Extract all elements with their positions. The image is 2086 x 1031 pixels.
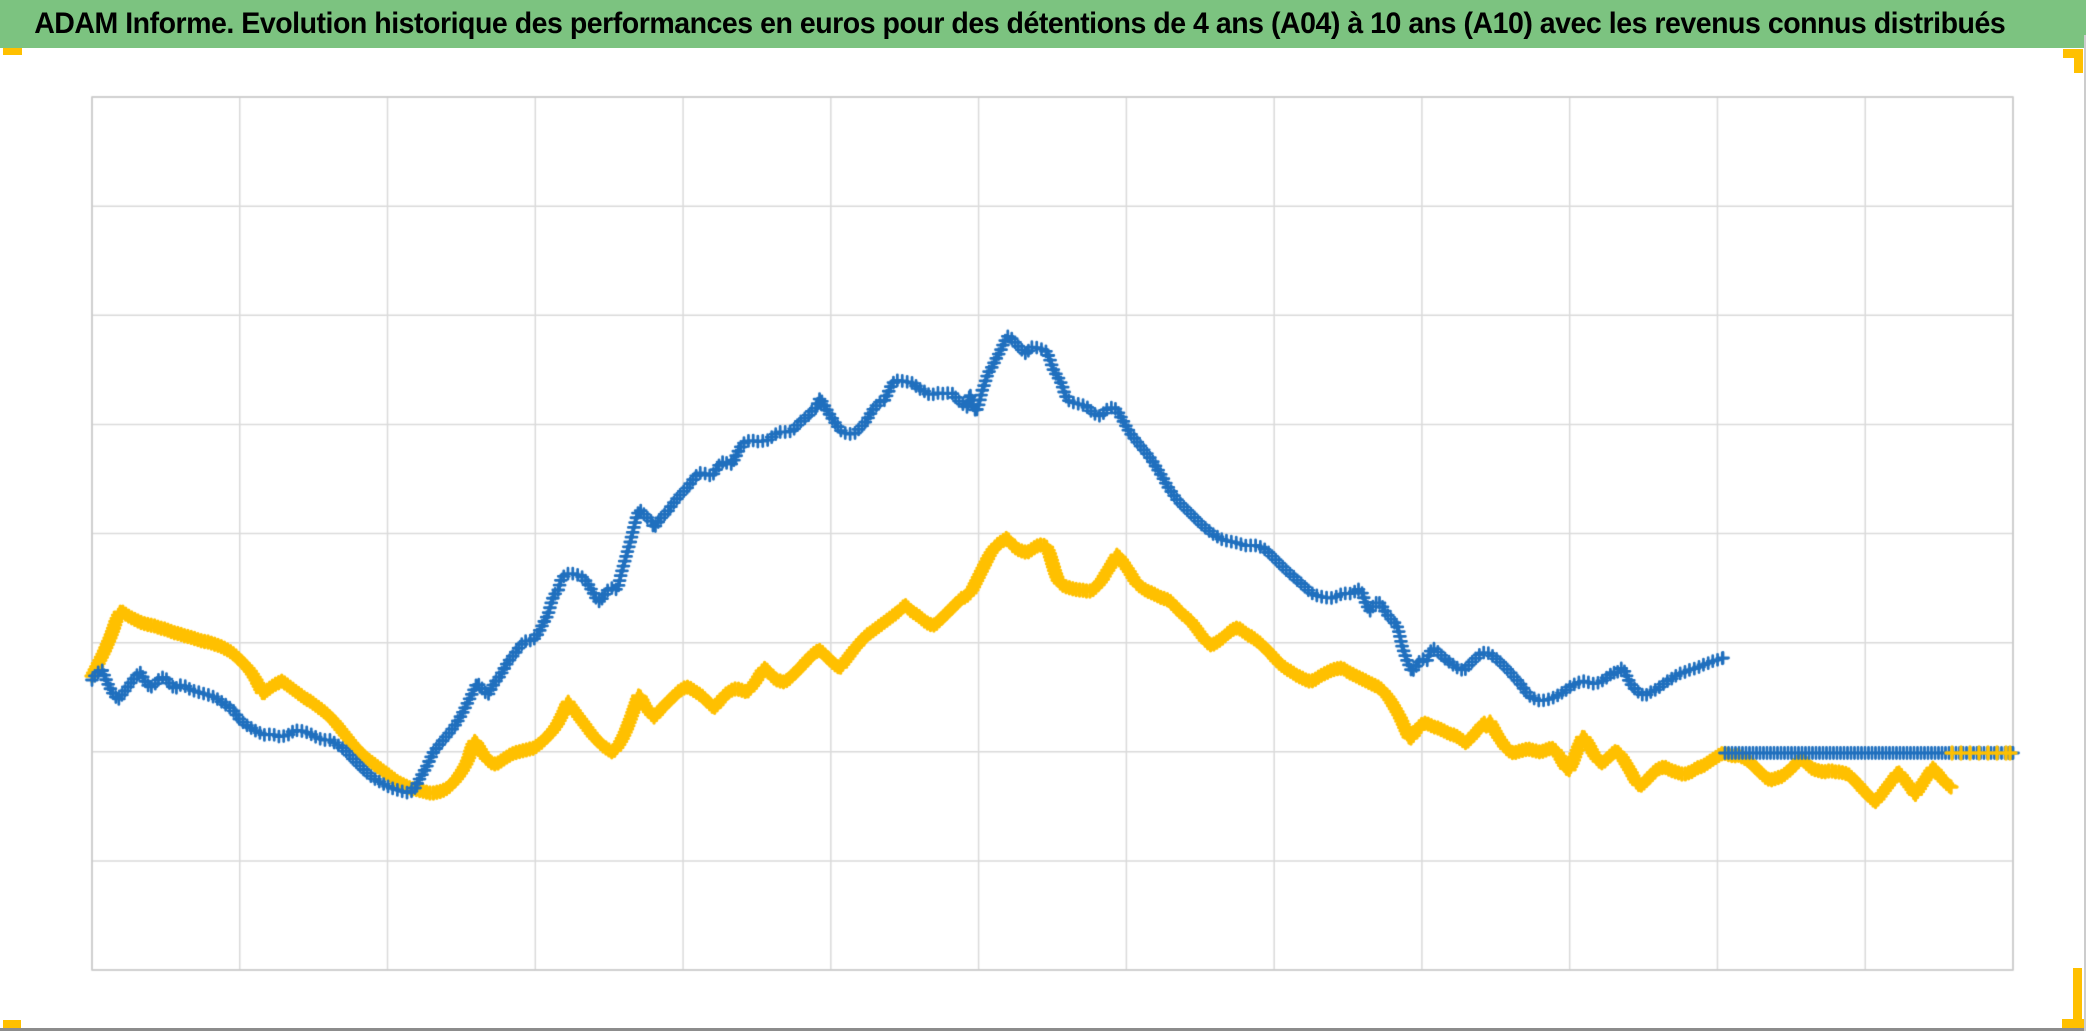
chart-area [0, 48, 2086, 1028]
right-edge-line [2084, 35, 2086, 1031]
chart-canvas[interactable] [0, 48, 2086, 1028]
bottom-divider [0, 1028, 2086, 1031]
title-bar: ADAM Informe. Evolution historique des p… [0, 0, 2086, 48]
chart-title: ADAM Informe. Evolution historique des p… [34, 7, 2006, 40]
